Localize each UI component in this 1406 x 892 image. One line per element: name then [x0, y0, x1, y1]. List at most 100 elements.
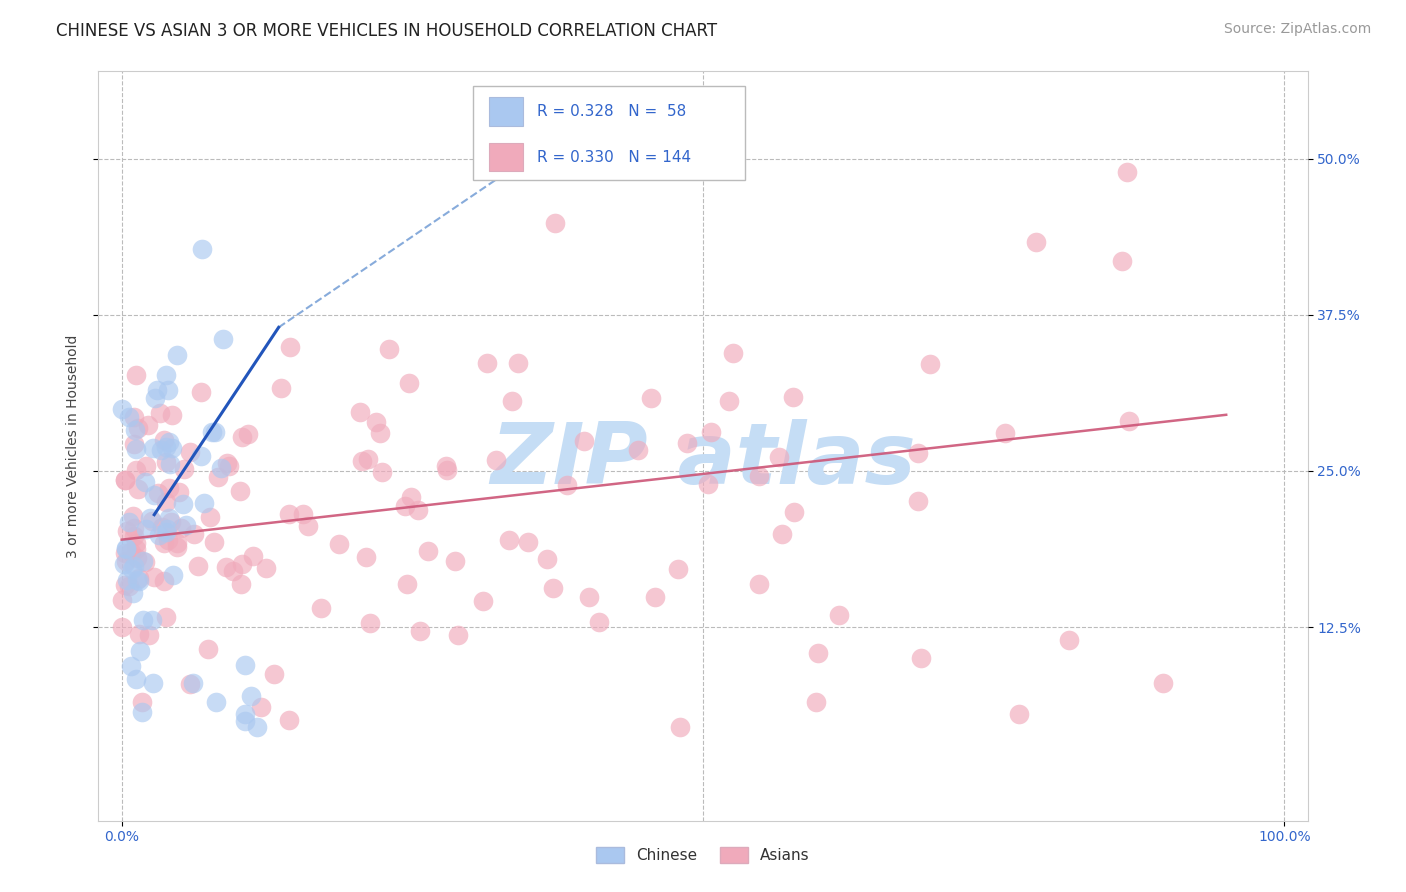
Point [166, 348, 188, 362]
Point [242, 549, 264, 563]
Point [278, 507, 301, 521]
Text: R = 0.328   N =  58: R = 0.328 N = 58 [537, 104, 686, 119]
Point [122, 437, 145, 451]
Point [270, 382, 292, 396]
Text: ZIP atlas: ZIP atlas [491, 419, 915, 502]
Point [398, 376, 420, 390]
FancyBboxPatch shape [489, 97, 523, 126]
Point [263, 666, 285, 681]
Point [115, 524, 138, 538]
Point [134, 555, 156, 569]
Point [155, 524, 177, 539]
Point [159, 457, 181, 471]
Point [578, 590, 600, 604]
Point [143, 488, 166, 502]
Point [907, 494, 929, 508]
Point [118, 515, 141, 529]
Point [910, 651, 932, 665]
Point [211, 332, 233, 346]
Point [139, 511, 162, 525]
Point [238, 426, 260, 441]
Point [179, 676, 201, 690]
Point [152, 536, 174, 550]
Point [174, 518, 197, 533]
Point [155, 495, 177, 509]
Point [132, 554, 155, 568]
Point [485, 452, 508, 467]
Point [1007, 707, 1029, 722]
Point [640, 392, 662, 406]
Point [121, 586, 143, 600]
Point [172, 497, 194, 511]
Point [506, 356, 529, 370]
Point [517, 535, 540, 549]
Point [157, 434, 180, 449]
Point [588, 615, 610, 629]
Point [394, 500, 416, 514]
FancyBboxPatch shape [489, 143, 523, 171]
Point [155, 440, 177, 454]
Point [278, 713, 301, 727]
Point [190, 450, 212, 464]
Point [676, 435, 699, 450]
Point [153, 434, 176, 448]
Point [128, 644, 150, 658]
Point [114, 473, 136, 487]
Point [125, 573, 148, 587]
Y-axis label: 3 or more Vehicles in Household: 3 or more Vehicles in Household [66, 334, 80, 558]
Point [406, 503, 429, 517]
Point [156, 533, 179, 547]
Point [475, 356, 498, 370]
Point [209, 460, 232, 475]
Point [399, 490, 422, 504]
Point [222, 564, 245, 578]
Point [179, 445, 201, 459]
Point [191, 243, 214, 257]
Point [443, 554, 465, 568]
Point [162, 441, 184, 455]
Point [197, 641, 219, 656]
Point [142, 675, 165, 690]
Point [114, 547, 136, 561]
Point [472, 594, 495, 608]
Point [112, 557, 135, 571]
Point [666, 562, 689, 576]
Point [111, 620, 134, 634]
Point [297, 519, 319, 533]
Point [668, 720, 690, 734]
Point [501, 394, 523, 409]
Point [920, 357, 942, 371]
Point [141, 514, 163, 528]
Point [131, 695, 153, 709]
Point [193, 496, 215, 510]
Point [125, 551, 148, 566]
Point [541, 581, 564, 595]
Point [572, 434, 595, 449]
Point [152, 574, 174, 589]
Point [149, 442, 172, 457]
Point [142, 570, 165, 584]
Point [128, 571, 150, 585]
Point [141, 613, 163, 627]
Point [1118, 414, 1140, 428]
Point [748, 577, 770, 591]
Point [215, 456, 238, 470]
Point [122, 508, 145, 523]
Text: CHINESE VS ASIAN 3 OR MORE VEHICLES IN HOUSEHOLD CORRELATION CHART: CHINESE VS ASIAN 3 OR MORE VEHICLES IN H… [56, 22, 717, 40]
Text: R = 0.330   N = 144: R = 0.330 N = 144 [537, 150, 692, 165]
Point [148, 527, 170, 541]
Point [1152, 676, 1174, 690]
Point [121, 561, 143, 575]
Point [120, 659, 142, 673]
Point [155, 368, 177, 382]
Point [233, 657, 256, 672]
Point [159, 515, 181, 529]
Point [254, 561, 277, 575]
Text: Source: ZipAtlas.com: Source: ZipAtlas.com [1223, 22, 1371, 37]
Point [125, 442, 148, 457]
Point [368, 426, 391, 441]
Point [125, 672, 148, 686]
Point [134, 475, 156, 490]
Point [111, 402, 134, 417]
Point [229, 483, 252, 498]
